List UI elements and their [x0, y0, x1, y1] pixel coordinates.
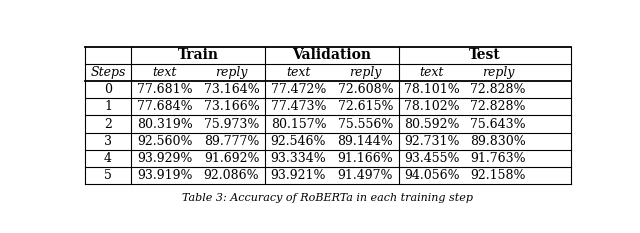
- Text: text: text: [152, 66, 177, 79]
- Text: 93.929%: 93.929%: [137, 152, 192, 165]
- Text: Test: Test: [469, 48, 501, 62]
- Text: 93.334%: 93.334%: [271, 152, 326, 165]
- Text: 89.144%: 89.144%: [337, 135, 394, 148]
- Text: Validation: Validation: [292, 48, 371, 62]
- Text: 91.166%: 91.166%: [337, 152, 394, 165]
- Text: reply: reply: [349, 66, 381, 79]
- Text: 91.497%: 91.497%: [338, 169, 393, 182]
- Text: 92.560%: 92.560%: [137, 135, 192, 148]
- Text: 78.101%: 78.101%: [404, 83, 460, 96]
- Text: 89.777%: 89.777%: [204, 135, 259, 148]
- Text: 93.455%: 93.455%: [404, 152, 460, 165]
- Text: 80.157%: 80.157%: [271, 117, 326, 130]
- Text: 92.158%: 92.158%: [470, 169, 525, 182]
- Text: 93.921%: 93.921%: [271, 169, 326, 182]
- Text: Steps: Steps: [90, 66, 125, 79]
- Text: 5: 5: [104, 169, 112, 182]
- Text: reply: reply: [215, 66, 248, 79]
- Text: text: text: [286, 66, 310, 79]
- Text: Train: Train: [177, 48, 218, 62]
- Text: 91.692%: 91.692%: [204, 152, 259, 165]
- Text: 92.086%: 92.086%: [204, 169, 259, 182]
- Text: text: text: [420, 66, 444, 79]
- Text: 4: 4: [104, 152, 112, 165]
- Text: 80.592%: 80.592%: [404, 117, 460, 130]
- Text: 72.615%: 72.615%: [338, 100, 393, 113]
- Text: 72.608%: 72.608%: [338, 83, 393, 96]
- Text: 93.919%: 93.919%: [137, 169, 192, 182]
- Text: 91.763%: 91.763%: [470, 152, 525, 165]
- Text: 80.319%: 80.319%: [137, 117, 193, 130]
- Text: 78.102%: 78.102%: [404, 100, 460, 113]
- Text: 94.056%: 94.056%: [404, 169, 460, 182]
- Text: 75.556%: 75.556%: [338, 117, 393, 130]
- Text: 89.830%: 89.830%: [470, 135, 525, 148]
- Text: 73.164%: 73.164%: [204, 83, 259, 96]
- Text: 2: 2: [104, 117, 112, 130]
- Text: 75.973%: 75.973%: [204, 117, 259, 130]
- Text: 75.643%: 75.643%: [470, 117, 525, 130]
- Text: reply: reply: [482, 66, 514, 79]
- Text: 3: 3: [104, 135, 112, 148]
- Text: 77.473%: 77.473%: [271, 100, 326, 113]
- Text: Table 3: Accuracy of RoBERTa in each training step: Table 3: Accuracy of RoBERTa in each tra…: [182, 193, 474, 203]
- Text: 1: 1: [104, 100, 112, 113]
- Text: 92.546%: 92.546%: [271, 135, 326, 148]
- Text: 72.828%: 72.828%: [470, 83, 525, 96]
- Text: 77.472%: 77.472%: [271, 83, 326, 96]
- Text: 73.166%: 73.166%: [204, 100, 259, 113]
- Text: 77.681%: 77.681%: [137, 83, 193, 96]
- Text: 77.684%: 77.684%: [137, 100, 193, 113]
- Text: 92.731%: 92.731%: [404, 135, 460, 148]
- Text: 0: 0: [104, 83, 112, 96]
- Text: 72.828%: 72.828%: [470, 100, 525, 113]
